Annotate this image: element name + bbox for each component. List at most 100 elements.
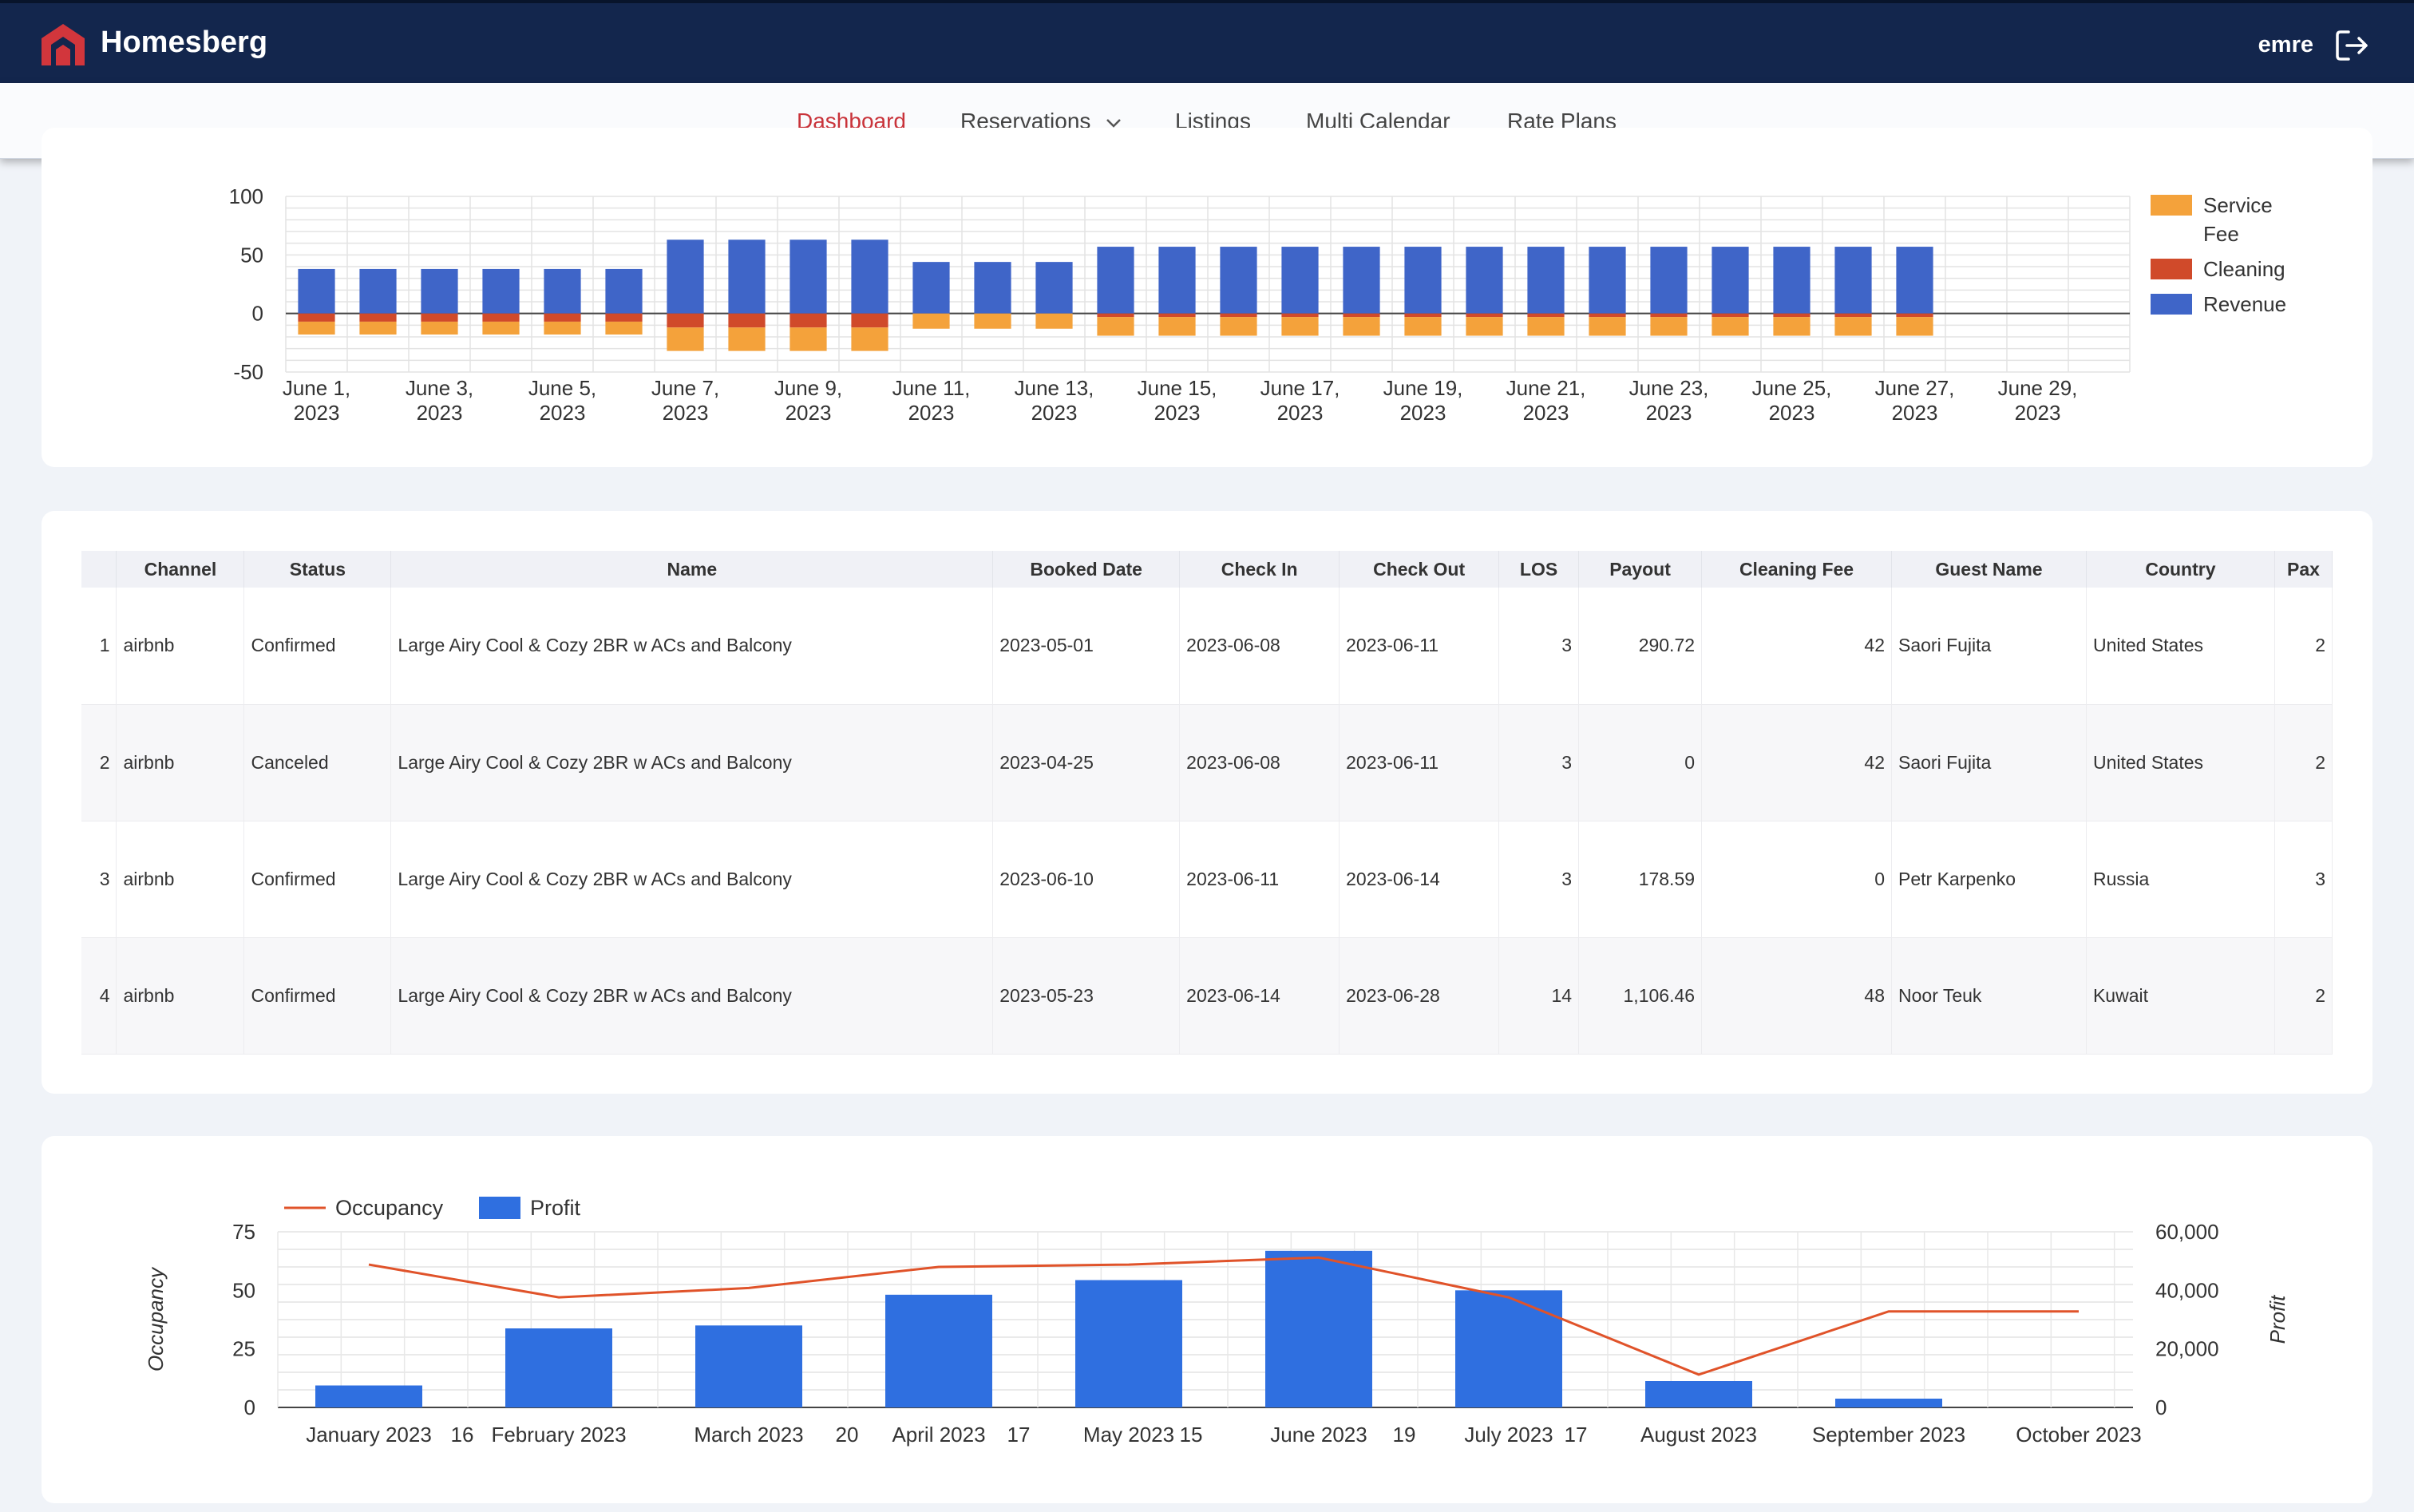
table-row[interactable]: 4 airbnb Confirmed Large Airy Cool & Cozy 2… bbox=[81, 937, 2333, 1055]
table-cell: Large Airy Cool & Cozy 2BR w ACs and Bal… bbox=[390, 588, 994, 705]
profit-bar bbox=[1075, 1280, 1182, 1407]
revenue-bar bbox=[1035, 262, 1073, 314]
table-row[interactable]: 2 airbnb Canceled Large Airy Cool & Cozy 2B… bbox=[81, 704, 2333, 821]
table-cell: 2023-06-28 bbox=[1339, 937, 1500, 1055]
cleaning-bar bbox=[1158, 313, 1196, 318]
revenue-bar bbox=[1589, 247, 1626, 314]
table-cell: 178.59 bbox=[1578, 821, 1703, 938]
x-tick-label: June 1, bbox=[283, 376, 350, 400]
table-cell: 2023-06-08 bbox=[1179, 704, 1340, 821]
table-cell: 2023-05-01 bbox=[992, 588, 1181, 705]
brand-name[interactable]: Homesberg bbox=[101, 26, 268, 59]
column-header[interactable]: Payout bbox=[1578, 551, 1703, 588]
service-fee-bar bbox=[1773, 317, 1810, 336]
revenue-bar bbox=[1158, 247, 1196, 314]
cleaning-bar bbox=[1773, 313, 1810, 318]
column-header[interactable]: LOS bbox=[1498, 551, 1580, 588]
revenue-bar bbox=[851, 239, 888, 314]
occupancy-profit-chart: 75 50 25 0 60,000 40,000 20,000 0 Occupancy Profi… bbox=[144, 1196, 2289, 1447]
cleaning-bar bbox=[544, 313, 581, 322]
cleaning-bar bbox=[1527, 313, 1565, 318]
column-header[interactable]: Country bbox=[2086, 551, 2275, 588]
cleaning-bar bbox=[605, 313, 643, 322]
revenue-bar bbox=[1404, 247, 1442, 314]
legend-label: Revenue bbox=[2203, 292, 2286, 316]
y2-axis-title: Profit bbox=[2266, 1294, 2289, 1344]
y-tick-label: 100 bbox=[229, 184, 263, 208]
table-cell: Large Airy Cool & Cozy 2BR w ACs and Bal… bbox=[390, 821, 994, 938]
table-cell: Confirmed bbox=[243, 588, 392, 705]
cleaning-bar bbox=[728, 313, 766, 328]
user-name[interactable]: emre bbox=[2258, 32, 2313, 57]
column-header[interactable]: Booked Date bbox=[992, 551, 1181, 588]
x-tick-label: February 2023 bbox=[491, 1423, 626, 1447]
service-fee-bar bbox=[789, 327, 827, 351]
service-fee-bar bbox=[912, 313, 950, 329]
column-header[interactable]: Check In bbox=[1179, 551, 1340, 588]
table-cell: 2 bbox=[81, 704, 117, 821]
service-fee-bar bbox=[1220, 317, 1257, 336]
service-fee-bar bbox=[728, 327, 766, 351]
column-header[interactable]: Pax bbox=[2274, 551, 2333, 588]
cleaning-bar bbox=[1466, 313, 1503, 318]
x-tick-label: 16 bbox=[451, 1423, 474, 1447]
profit-bar bbox=[885, 1294, 992, 1407]
legend-swatch-profit bbox=[479, 1197, 520, 1219]
x-tick-label: 2023 bbox=[417, 401, 463, 425]
occupancy-profit-card: 75 50 25 0 60,000 40,000 20,000 0 Occupancy Profi… bbox=[42, 1136, 2372, 1503]
table-row[interactable]: 3 airbnb Confirmed Large Airy Cool & Cozy 2… bbox=[81, 821, 2333, 938]
column-header[interactable]: Guest Name bbox=[1891, 551, 2087, 588]
revenue-bar bbox=[1281, 247, 1319, 314]
table-cell: Large Airy Cool & Cozy 2BR w ACs and Bal… bbox=[390, 937, 994, 1055]
x-tick-label: January 2023 bbox=[306, 1423, 432, 1447]
column-header[interactable]: Cleaning Fee bbox=[1701, 551, 1892, 588]
service-fee-bar bbox=[851, 327, 888, 351]
x-tick-label: June 7, bbox=[651, 376, 719, 400]
table-cell: airbnb bbox=[116, 704, 245, 821]
x-tick-label: 2023 bbox=[1892, 401, 1938, 425]
table-cell: 2023-06-08 bbox=[1179, 588, 1340, 705]
x-tick-label: 2023 bbox=[908, 401, 955, 425]
column-header[interactable]: Status bbox=[243, 551, 392, 588]
column-header[interactable] bbox=[81, 551, 117, 588]
revenue-bar bbox=[912, 262, 950, 314]
homesberg-logo-icon[interactable] bbox=[38, 21, 88, 67]
column-header[interactable]: Check Out bbox=[1339, 551, 1500, 588]
x-tick-label: 17 bbox=[1007, 1423, 1031, 1447]
x-tick-label: 2023 bbox=[2015, 401, 2061, 425]
x-tick-label: June 17, bbox=[1260, 376, 1340, 400]
column-header[interactable]: Name bbox=[390, 551, 994, 588]
table-cell: Saori Fujita bbox=[1891, 588, 2087, 705]
x-tick-label: 2023 bbox=[540, 401, 586, 425]
table-cell: 3 bbox=[1498, 821, 1580, 938]
table-cell: Large Airy Cool & Cozy 2BR w ACs and Bal… bbox=[390, 704, 994, 821]
x-tick-label: April 2023 bbox=[892, 1423, 985, 1447]
table-cell: 0 bbox=[1701, 821, 1892, 938]
service-fee-bar bbox=[1834, 317, 1872, 336]
profit-bar bbox=[1455, 1290, 1562, 1407]
cleaning-bar bbox=[851, 313, 888, 328]
x-tick-label: June 3, bbox=[406, 376, 473, 400]
top-bar: Homesberg emre bbox=[0, 0, 2414, 83]
column-header[interactable]: Channel bbox=[116, 551, 245, 588]
table-row[interactable]: 1 airbnb Confirmed Large Airy Cool & Cozy 2… bbox=[81, 588, 2333, 705]
x-tick-label: June 23, bbox=[1629, 376, 1709, 400]
x-tick-label: March 2023 bbox=[694, 1423, 803, 1447]
cleaning-bar bbox=[1281, 313, 1319, 318]
table-cell: 2023-06-10 bbox=[992, 821, 1181, 938]
service-fee-bar bbox=[1097, 317, 1134, 336]
revenue-bar bbox=[359, 268, 397, 314]
cleaning-bar bbox=[482, 313, 520, 322]
x-tick-label: June 25, bbox=[1752, 376, 1832, 400]
legend-swatch bbox=[2151, 195, 2192, 216]
revenue-bar bbox=[605, 268, 643, 314]
cleaning-bar bbox=[298, 313, 335, 322]
revenue-bar bbox=[789, 239, 827, 314]
logout-icon[interactable] bbox=[2334, 27, 2371, 64]
revenue-bar bbox=[482, 268, 520, 314]
table-cell: 3 bbox=[2274, 821, 2333, 938]
y-tick-label: -50 bbox=[233, 360, 263, 384]
table-cell: 1 bbox=[81, 588, 117, 705]
table-cell: Noor Teuk bbox=[1891, 937, 2087, 1055]
profit-bar bbox=[1645, 1381, 1752, 1407]
